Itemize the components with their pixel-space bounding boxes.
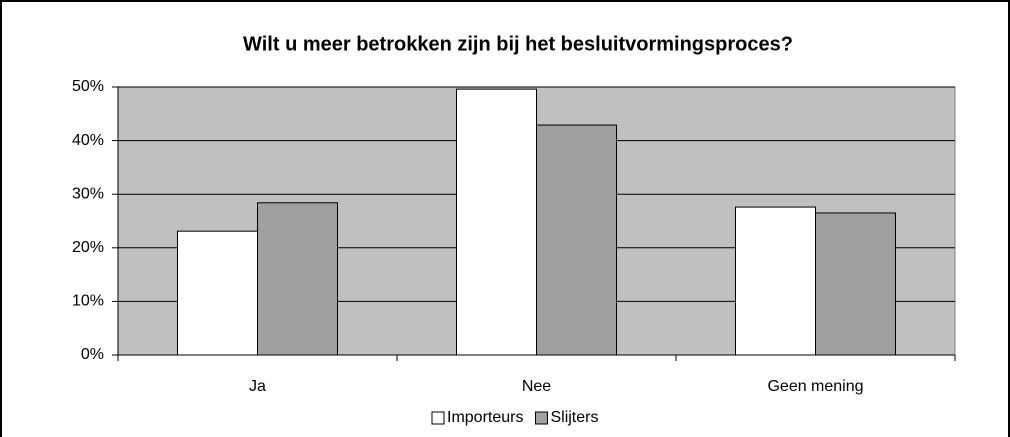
legend-label: Slijters <box>550 409 598 426</box>
x-tick-label: Geen mening <box>767 378 863 395</box>
x-tick-label: Nee <box>522 378 551 395</box>
legend-swatch <box>534 411 548 425</box>
legend-swatch <box>431 411 445 425</box>
bar <box>536 124 617 356</box>
bar <box>815 212 896 356</box>
y-tick-label: 20% <box>72 239 104 256</box>
x-tick-label: Ja <box>249 378 266 395</box>
chart-title: Wilt u meer betrokken zijn bij het beslu… <box>243 33 793 55</box>
y-tick-label: 0% <box>81 346 104 363</box>
y-tick-label: 30% <box>72 185 104 202</box>
bar <box>177 230 258 356</box>
bar <box>735 206 816 356</box>
y-tick-label: 40% <box>72 132 104 149</box>
y-tick-label: 10% <box>72 293 104 310</box>
legend-label: Importeurs <box>447 409 523 426</box>
y-tick-label: 50% <box>72 78 104 95</box>
bar <box>257 202 338 356</box>
bar <box>456 88 537 356</box>
